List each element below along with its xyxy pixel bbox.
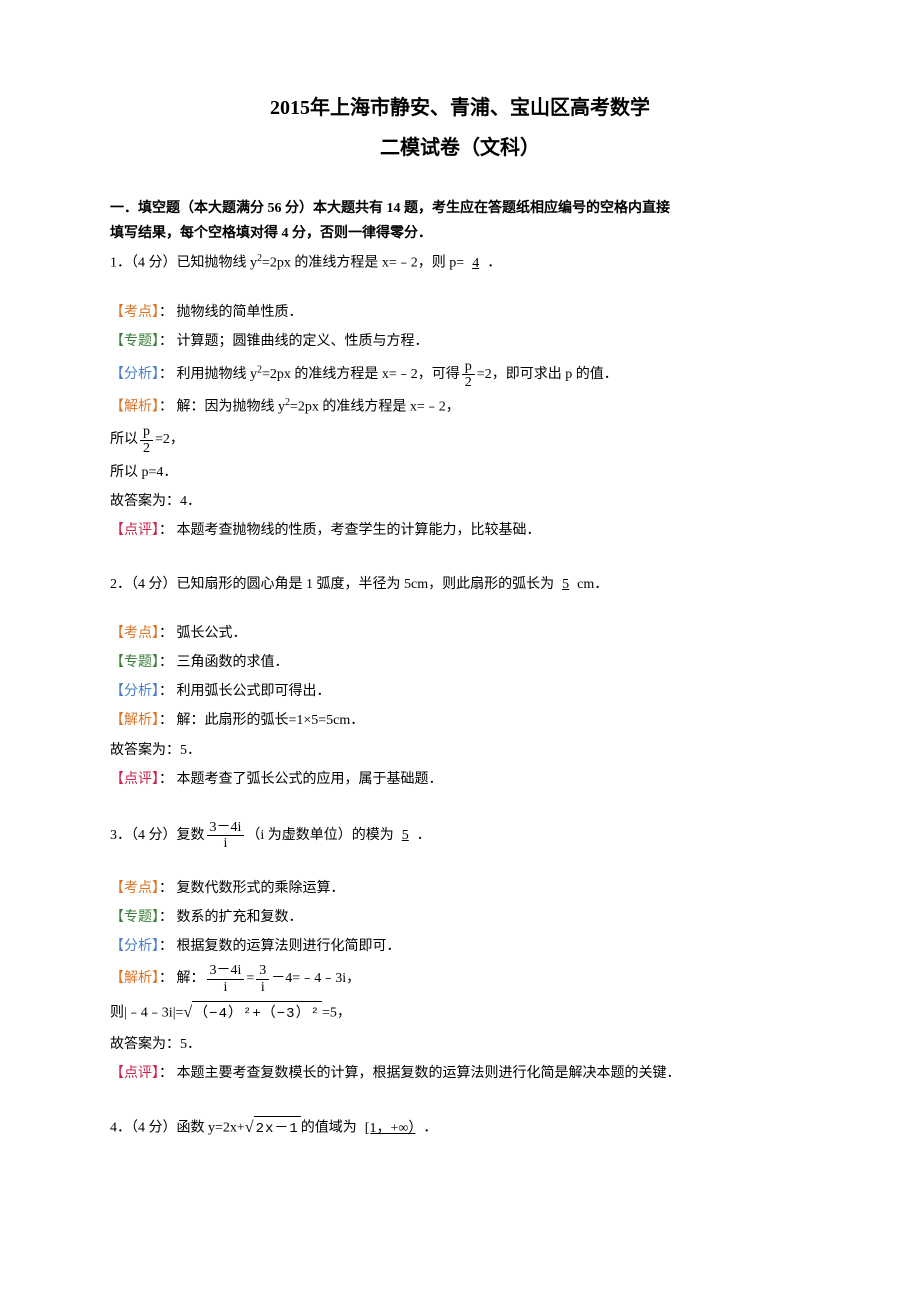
q1-kaodian: 【考点】： 抛物线的简单性质．: [110, 300, 810, 325]
kaodian-text: ： 抛物线的简单性质．: [159, 305, 303, 320]
section-text-2: 填写结果，每个空格填对得 4 分，否则一律得零分．: [110, 226, 432, 241]
fenxi-text: ： 利用弧长公式即可得出．: [159, 684, 331, 699]
q2-kaodian: 【考点】： 弧长公式．: [110, 621, 810, 646]
section-text-1: 一．填空题（本大题满分 56 分）本大题共有 14 题，考生应在答题纸相应编号的…: [110, 201, 670, 216]
mod-a: 则|﹣4﹣3i|=: [110, 1006, 183, 1021]
zhuanti-text: ： 三角函数的求值．: [159, 655, 289, 670]
q4-text-b: 的值域为: [301, 1121, 357, 1136]
q3-zhuanti: 【专题】： 数系的扩充和复数．: [110, 905, 810, 930]
zhuanti-label: 【专题】: [110, 910, 159, 925]
q2-jiexi: 【解析】： 解：此扇形的弧长=1×5=5cm．: [110, 708, 810, 733]
q2-zhuanti: 【专题】： 三角函数的求值．: [110, 650, 810, 675]
jiexi-text-a: ： 解：: [159, 971, 205, 986]
page-title: 2015年上海市静安、青浦、宝山区高考数学: [110, 90, 810, 126]
q1-jiexi: 【解析】： 解：因为抛物线 y2=2px 的准线方程是 x=﹣2，: [110, 394, 810, 420]
fenxi-label: 【分析】: [110, 684, 159, 699]
fenxi-label: 【分析】: [110, 367, 159, 382]
sqrt: √（−4）²+（−3）²: [183, 999, 322, 1028]
zhuanti-label: 【专题】: [110, 334, 159, 349]
q1-dianping: 【点评】： 本题考查抛物线的性质，考查学生的计算能力，比较基础．: [110, 518, 810, 543]
q3-jiexi: 【解析】： 解：3－4ii=3i－4=﹣4﹣3i，: [110, 963, 810, 995]
question-1: 1．（4 分）已知抛物线 y2=2px 的准线方程是 x=﹣2，则 p=4．: [110, 250, 810, 276]
fenxi-label: 【分析】: [110, 939, 159, 954]
question-4: 4．（4 分）函数 y=2x+√2x－1的值域为[1，+∞）．: [110, 1114, 810, 1143]
zhuanti-text: ： 计算题；圆锥曲线的定义、性质与方程．: [159, 334, 429, 349]
q1-suffix: ．: [487, 256, 501, 271]
kaodian-label: 【考点】: [110, 881, 159, 896]
q3-text-c: ．: [417, 828, 431, 843]
q3-kaodian: 【考点】： 复数代数形式的乘除运算．: [110, 876, 810, 901]
so-a: 所以: [110, 432, 138, 447]
fraction-p-2: p2: [140, 424, 153, 456]
jiexi-label: 【解析】: [110, 713, 159, 728]
dianping-label: 【点评】: [110, 1066, 159, 1081]
q3-text-b: （i 为虚数单位）的模为: [246, 828, 393, 843]
kaodian-label: 【考点】: [110, 626, 159, 641]
dianping-text: ： 本题考查了弧长公式的应用，属于基础题．: [159, 772, 443, 787]
fenxi-text-c: =2，即可求出 p 的值．: [477, 367, 618, 382]
fenxi-text-a: ： 利用抛物线 y: [159, 367, 257, 382]
page-subtitle: 二模试卷（文科）: [110, 130, 810, 166]
fenxi-text-b: =2px 的准线方程是 x=﹣2，可得: [262, 367, 460, 382]
q1-answer-line: 故答案为：4．: [110, 489, 810, 514]
jiexi-text: ： 解：此扇形的弧长=1×5=5cm．: [159, 713, 364, 728]
q2-fenxi: 【分析】： 利用弧长公式即可得出．: [110, 679, 810, 704]
section-header: 一．填空题（本大题满分 56 分）本大题共有 14 题，考生应在答题纸相应编号的…: [110, 196, 810, 246]
q4-text-a: 4．（4 分）函数 y=2x+: [110, 1121, 245, 1136]
dianping-text: ： 本题主要考查复数模长的计算，根据复数的运算法则进行化简是解决本题的关键．: [159, 1066, 681, 1081]
zhuanti-text: ： 数系的扩充和复数．: [159, 910, 303, 925]
jiexi-text-a: ： 解：因为抛物线 y: [159, 400, 285, 415]
q2-answer: 5: [554, 577, 577, 592]
q4-text-c: ．: [423, 1121, 437, 1136]
q1-so-1: 所以p2=2，: [110, 424, 810, 456]
q3-answer: 5: [394, 828, 417, 843]
dianping-label: 【点评】: [110, 772, 159, 787]
jiexi-label: 【解析】: [110, 971, 159, 986]
question-2: 2．（4 分）已知扇形的圆心角是 1 弧度，半径为 5cm，则此扇形的弧长为5c…: [110, 572, 810, 597]
question-3: 3．（4 分）复数3－4ii（i 为虚数单位）的模为5．: [110, 820, 810, 852]
fraction-1: 3－4ii: [207, 963, 245, 995]
fraction-p-2: p2: [462, 359, 475, 391]
kaodian-label: 【考点】: [110, 305, 159, 320]
q1-so-2: 所以 p=4．: [110, 460, 810, 485]
kaodian-text: ： 弧长公式．: [159, 626, 247, 641]
q4-answer: [1，+∞）: [357, 1121, 424, 1136]
q2-answer-line: 故答案为：5．: [110, 738, 810, 763]
q3-answer-line: 故答案为：5．: [110, 1032, 810, 1057]
q1-answer: 4: [464, 256, 487, 271]
sqrt-2x-1: √2x－1: [245, 1114, 301, 1143]
q2-dianping: 【点评】： 本题考查了弧长公式的应用，属于基础题．: [110, 767, 810, 792]
dianping-text: ： 本题考查抛物线的性质，考查学生的计算能力，比较基础．: [159, 523, 541, 538]
q3-text-a: 3．（4 分）复数: [110, 828, 205, 843]
jiexi-text-b: =2px 的准线方程是 x=﹣2，: [290, 400, 460, 415]
q1-prefix: 1．（4 分）已知抛物线 y: [110, 256, 257, 271]
eq: =: [246, 971, 254, 986]
so-b: =2，: [155, 432, 184, 447]
dianping-label: 【点评】: [110, 523, 159, 538]
zhuanti-label: 【专题】: [110, 655, 159, 670]
fraction-2: 3i: [256, 963, 269, 995]
fraction-3-4i-i: 3－4ii: [207, 820, 245, 852]
q3-modulus: 则|﹣4﹣3i|=√（−4）²+（−3）²=5，: [110, 999, 810, 1028]
q3-dianping: 【点评】： 本题主要考查复数模长的计算，根据复数的运算法则进行化简是解决本题的关…: [110, 1061, 810, 1086]
jiexi-text-b: －4=﹣4﹣3i，: [271, 971, 360, 986]
q1-mid: =2px 的准线方程是 x=﹣2，则 p=: [262, 256, 464, 271]
q1-fenxi: 【分析】： 利用抛物线 y2=2px 的准线方程是 x=﹣2，可得p2=2，即可…: [110, 359, 810, 391]
q2-text-b: cm．: [577, 577, 608, 592]
fenxi-text: ： 根据复数的运算法则进行化简即可．: [159, 939, 401, 954]
q2-text-a: 2．（4 分）已知扇形的圆心角是 1 弧度，半径为 5cm，则此扇形的弧长为: [110, 577, 554, 592]
kaodian-text: ： 复数代数形式的乘除运算．: [159, 881, 345, 896]
mod-b: =5，: [322, 1006, 351, 1021]
jiexi-label: 【解析】: [110, 400, 159, 415]
q3-fenxi: 【分析】： 根据复数的运算法则进行化简即可．: [110, 934, 810, 959]
q1-zhuanti: 【专题】： 计算题；圆锥曲线的定义、性质与方程．: [110, 329, 810, 354]
